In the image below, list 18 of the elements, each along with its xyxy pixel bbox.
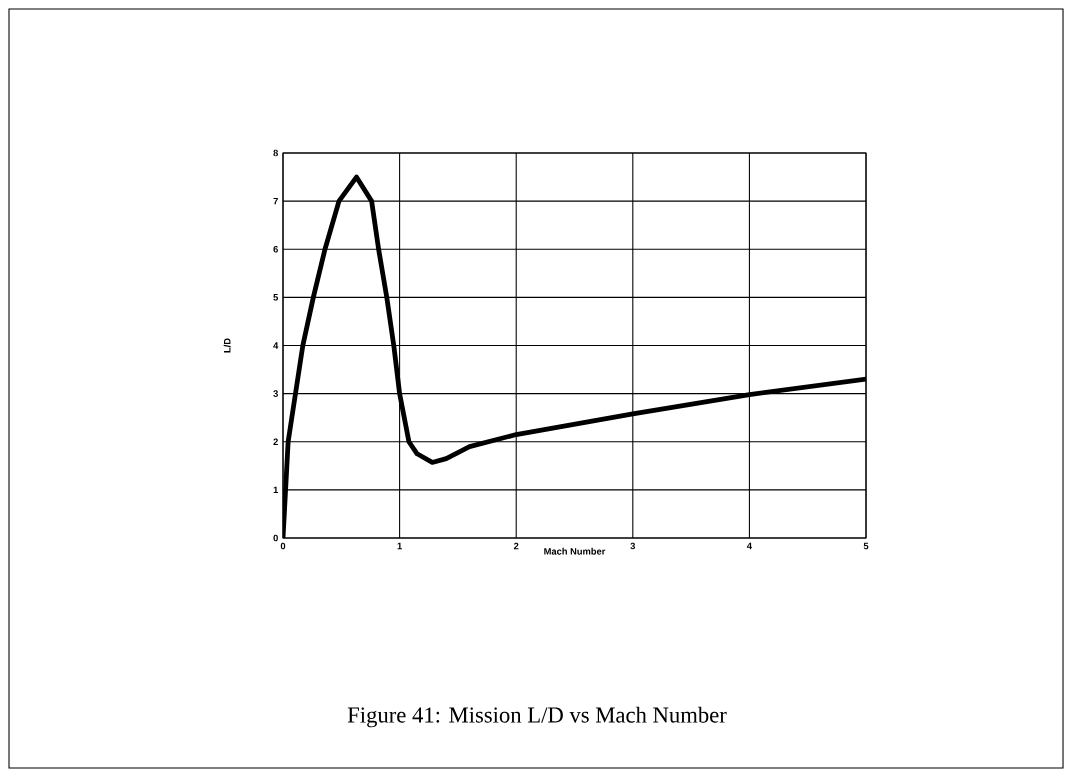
y-axis-title: L/D bbox=[223, 338, 231, 353]
y-tick-label: 5 bbox=[273, 294, 279, 301]
y-tick-label: 8 bbox=[273, 149, 278, 157]
x-tick-label: 0 bbox=[280, 542, 286, 550]
y-tick-label: 6 bbox=[273, 245, 278, 253]
x-tick-label: 3 bbox=[630, 542, 636, 550]
x-tick-label: 1 bbox=[397, 542, 402, 550]
y-tick-label: 3 bbox=[273, 390, 278, 397]
caption: Figure 41: Mission L/D vs Mach Number bbox=[347, 706, 727, 728]
y-tick-label: 4 bbox=[273, 342, 279, 349]
x-tick-label: 2 bbox=[513, 542, 519, 550]
x-axis-title: Mach Number bbox=[544, 547, 606, 555]
y-tick-label: 7 bbox=[273, 197, 278, 205]
y-tick-label: 2 bbox=[273, 438, 278, 446]
y-tick-label: 0 bbox=[273, 534, 278, 542]
x-tick-label: 5 bbox=[863, 542, 869, 550]
x-tick-label: 4 bbox=[746, 542, 752, 550]
y-tick-label: 1 bbox=[273, 486, 279, 494]
